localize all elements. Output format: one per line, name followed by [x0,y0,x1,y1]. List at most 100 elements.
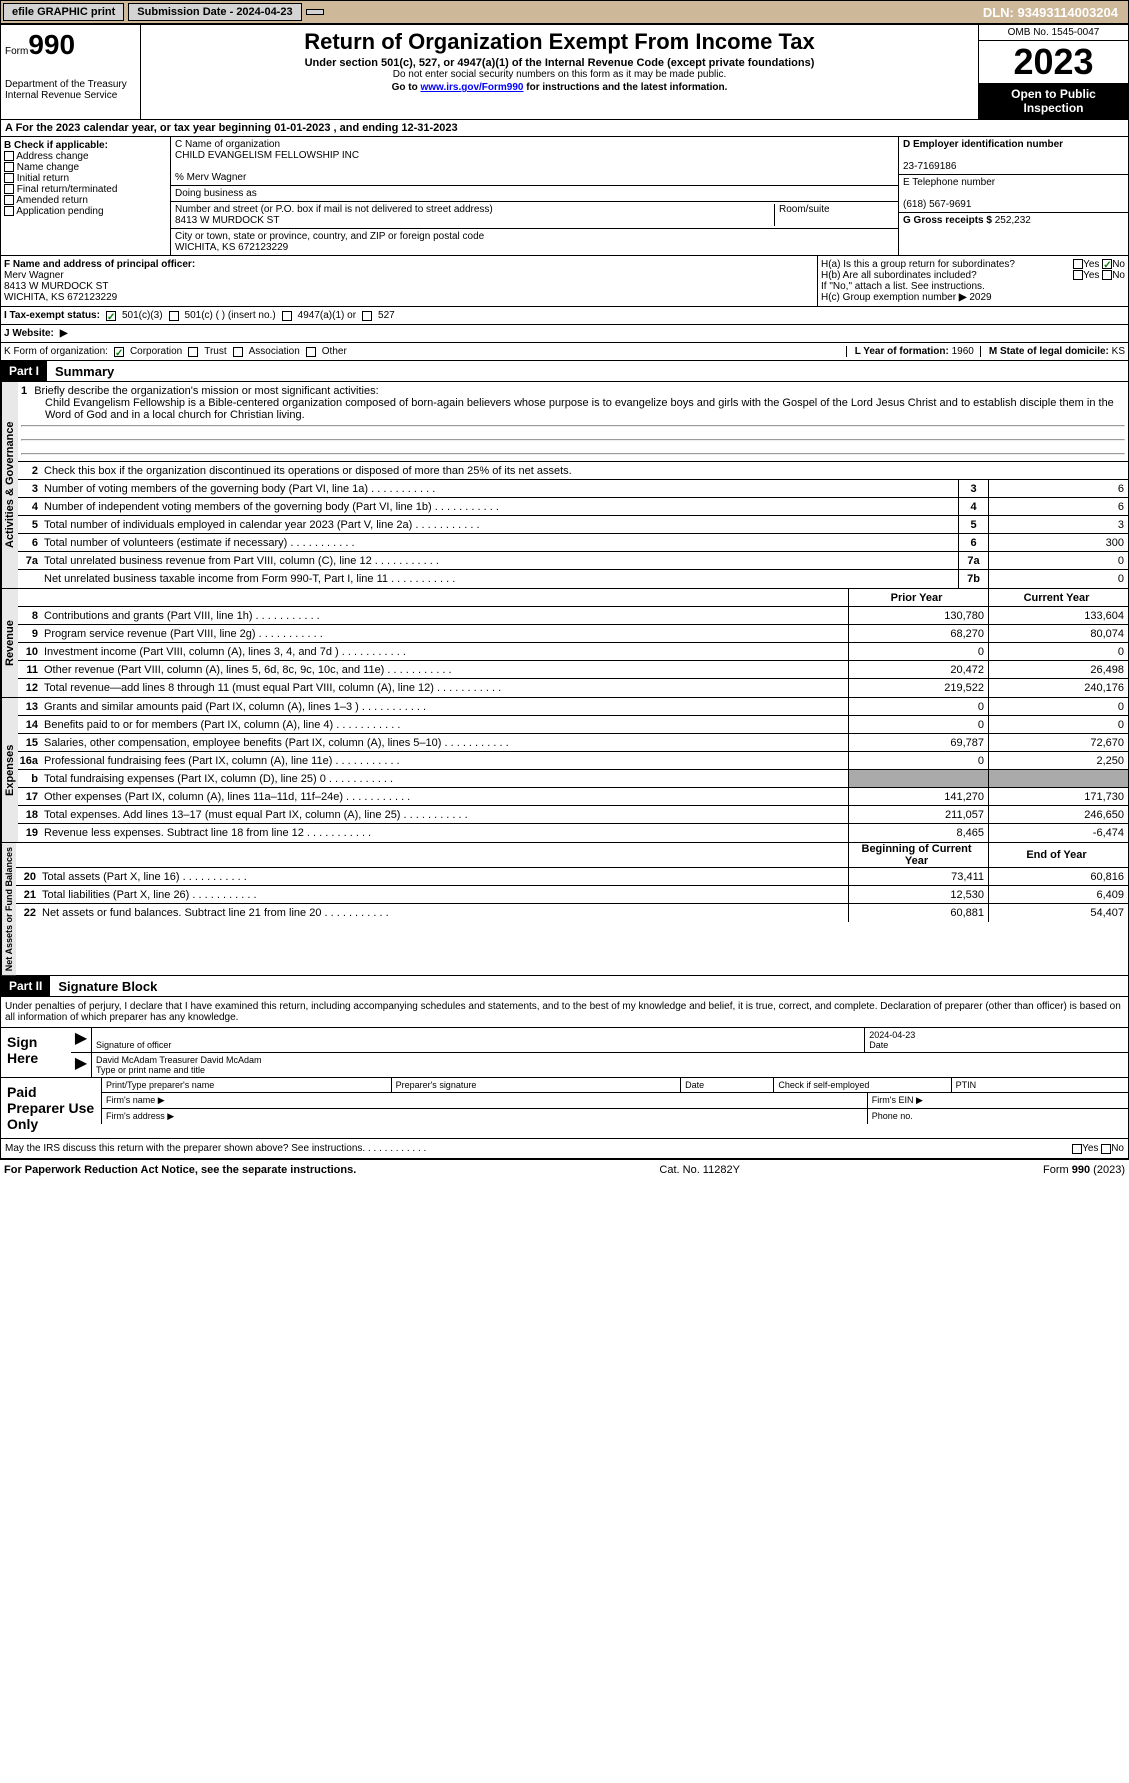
arrow-icon: ▶ [71,1053,91,1077]
check-501c3[interactable] [106,311,116,321]
prep-sig-label: Preparer's signature [391,1078,681,1092]
table-row: bTotal fundraising expenses (Part IX, co… [18,770,1128,788]
501c-label: 501(c) ( ) (insert no.) [185,310,276,321]
goto-prefix: Go to [392,82,421,93]
omb-number: OMB No. 1545-0047 [979,25,1128,41]
section-bcd: B Check if applicable: Address change Na… [0,137,1129,256]
officer-street: 8413 W MURDOCK ST [4,281,108,292]
sign-here-label: Sign Here [1,1028,71,1077]
form-header: Form990 Department of the Treasury Inter… [0,24,1129,120]
may-irs-discuss: May the IRS discuss this return with the… [5,1143,365,1154]
section-b-label: B Check if applicable: [4,140,108,151]
section-b: B Check if applicable: Address change Na… [1,137,171,255]
check-address-change[interactable]: Address change [4,151,167,162]
form-number: 990 [28,29,75,60]
ssn-warning: Do not enter social security numbers on … [145,69,974,80]
submission-date-button[interactable]: Submission Date - 2024-04-23 [128,3,301,21]
form-title: Return of Organization Exempt From Incom… [145,29,974,55]
net-assets-section: Net Assets or Fund Balances Beginning of… [0,843,1129,976]
hb-no-checkbox[interactable] [1102,270,1112,280]
check-trust[interactable] [188,347,198,357]
table-row: 12Total revenue—add lines 8 through 11 (… [18,679,1128,697]
check-527[interactable] [362,311,372,321]
table-row: 14Benefits paid to or for members (Part … [18,716,1128,734]
room-label: Room/suite [774,204,894,226]
ptin-label: PTIN [951,1078,1128,1092]
check-initial-return[interactable]: Initial return [4,173,167,184]
care-of: % Merv Wagner [175,172,894,183]
check-application-pending[interactable]: Application pending [4,206,167,217]
check-final-return[interactable]: Final return/terminated [4,184,167,195]
check-name-change[interactable]: Name change [4,162,167,173]
hb-yes-checkbox[interactable] [1073,270,1083,280]
table-row: 19Revenue less expenses. Subtract line 1… [18,824,1128,842]
table-row: 8Contributions and grants (Part VIII, li… [18,607,1128,625]
check-501c[interactable] [169,311,179,321]
check-association[interactable] [233,347,243,357]
gross-value: 252,232 [995,215,1031,226]
check-corporation[interactable] [114,347,124,357]
open-to-public: Open to Public Inspection [979,83,1128,119]
irs-yes-checkbox[interactable] [1072,1144,1082,1154]
toolbar: efile GRAPHIC print Submission Date - 20… [0,0,1129,24]
toolbar-blank-button[interactable] [306,9,324,15]
tax-exempt-label: I Tax-exempt status: [4,310,100,321]
table-row: Net unrelated business taxable income fr… [18,570,1128,588]
section-fh: F Name and address of principal officer:… [0,256,1129,307]
title-box: Return of Organization Exempt From Incom… [141,25,978,119]
table-row: 20Total assets (Part X, line 16)73,41160… [16,868,1128,886]
department-label: Department of the Treasury Internal Reve… [5,79,136,101]
form-org-label: K Form of organization: [4,346,108,357]
officer-label: F Name and address of principal officer: [4,259,195,270]
sig-date: 2024-04-23 [869,1030,915,1040]
declaration-text: Under penalties of perjury, I declare th… [1,997,1128,1027]
table-row: 9Program service revenue (Part VIII, lin… [18,625,1128,643]
form-footer: Form 990 (2023) [1043,1164,1125,1176]
cat-number: Cat. No. 11282Y [659,1164,740,1176]
check-amended-return[interactable]: Amended return [4,195,167,206]
phone-label: E Telephone number [903,177,995,188]
irs-no-checkbox[interactable] [1101,1144,1111,1154]
section-k: K Form of organization: Corporation Trus… [0,343,1129,361]
ha-no-checkbox[interactable] [1102,259,1112,269]
expenses-vert-label: Expenses [1,698,18,842]
prep-date-label: Date [680,1078,773,1092]
part-i-title: Summary [47,364,114,379]
part-ii-header: Part II [1,976,50,996]
tax-year: 2023 [979,41,1128,83]
current-year-header: Current Year [988,589,1128,606]
firm-name-label: Firm's name [106,1095,155,1105]
end-year-header: End of Year [988,843,1128,867]
table-row: 22Net assets or fund balances. Subtract … [16,904,1128,922]
hb-note: If "No," attach a list. See instructions… [821,281,1125,292]
ha-yes-checkbox[interactable] [1073,259,1083,269]
section-i: I Tax-exempt status: 501(c)(3) 501(c) ( … [0,307,1129,325]
year-formation: 1960 [952,346,974,357]
self-employed-cell: Check if self-employed [773,1078,950,1092]
form-subtitle: Under section 501(c), 527, or 4947(a)(1)… [145,57,974,69]
state-domicile: KS [1112,346,1125,357]
phone-value: (618) 567-9691 [903,199,971,210]
line-a: A For the 2023 calendar year, or tax yea… [0,120,1129,137]
officer-name-sig: David McAdam Treasurer David McAdam [96,1055,262,1065]
hc-value: 2029 [969,292,991,303]
firm-addr-label: Firm's address [106,1111,165,1121]
4947-label: 4947(a)(1) or [298,310,356,321]
expenses-section: Expenses 13Grants and similar amounts pa… [0,698,1129,843]
revenue-section: Revenue Prior Year Current Year 8Contrib… [0,589,1129,698]
section-c: C Name of organization CHILD EVANGELISM … [171,137,898,255]
part-ii-row: Part II Signature Block [0,976,1129,997]
org-name: CHILD EVANGELISM FELLOWSHIP INC [175,150,894,161]
efile-print-button[interactable]: efile GRAPHIC print [3,3,124,21]
officer-city: WICHITA, KS 672123229 [4,292,117,303]
check-4947[interactable] [282,311,292,321]
501c3-label: 501(c)(3) [122,310,163,321]
firm-ein-label: Firm's EIN [872,1095,914,1105]
check-other[interactable] [306,347,316,357]
table-row: 17Other expenses (Part IX, column (A), l… [18,788,1128,806]
table-row: 21Total liabilities (Part X, line 26)12,… [16,886,1128,904]
street-value: 8413 W MURDOCK ST [175,215,774,226]
irs-link[interactable]: www.irs.gov/Form990 [420,82,523,93]
q2-label: Check this box if the organization disco… [42,465,1128,477]
ha-label: H(a) Is this a group return for subordin… [821,259,1015,270]
